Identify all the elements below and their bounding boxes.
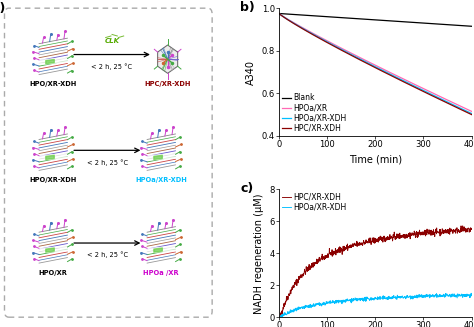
HPOa/XR-XDH <box>468 291 474 295</box>
Blank <box>276 11 282 15</box>
Text: HPOa /XR: HPOa /XR <box>144 270 179 276</box>
HPOa/XR <box>469 110 474 113</box>
HPOa/XR-XDH <box>405 81 410 85</box>
Text: HPOa/XR-XDH: HPOa/XR-XDH <box>136 177 187 183</box>
Blank <box>405 20 410 24</box>
HPOa/XR <box>390 72 395 76</box>
HPOa/XR-XDH <box>310 32 316 36</box>
Text: c): c) <box>240 182 254 195</box>
Text: < 2 h, 25 °C: < 2 h, 25 °C <box>87 252 128 258</box>
HPOa/XR-XDH <box>390 73 395 77</box>
Text: HPO/XR-XDH: HPO/XR-XDH <box>29 81 77 87</box>
HPC/XR-XDH <box>310 33 316 37</box>
HPC/XR-XDH <box>393 237 399 241</box>
Blank <box>326 15 331 19</box>
HPOa/XR-XDH <box>422 293 428 297</box>
HPOa/XR <box>276 11 282 15</box>
X-axis label: Time (min): Time (min) <box>349 155 402 164</box>
HPOa/XR-XDH <box>276 315 282 319</box>
Text: HPO/XR-XDH: HPO/XR-XDH <box>29 177 77 183</box>
HPOa/XR-XDH <box>363 60 369 64</box>
HPOa/XR-XDH <box>442 293 448 297</box>
Polygon shape <box>158 45 178 73</box>
HPC/XR-XDH <box>422 232 428 236</box>
Line: Blank: Blank <box>279 13 472 26</box>
HPOa/XR-XDH <box>421 89 427 93</box>
HPC/XR-XDH <box>326 41 331 45</box>
HPOa/XR <box>310 31 316 35</box>
Blank <box>421 21 427 25</box>
HPOa/XR-XDH <box>288 310 294 314</box>
HPOa/XR <box>405 79 410 83</box>
HPC/XR-XDH <box>421 90 427 94</box>
Text: b): b) <box>240 1 255 13</box>
HPOa/XR-XDH <box>276 11 282 15</box>
Blank <box>390 19 395 23</box>
HPC/XR-XDH <box>399 235 404 239</box>
HPOa/XR-XDH <box>469 294 474 298</box>
Text: HPC/XR-XDH: HPC/XR-XDH <box>145 81 191 87</box>
HPC/XR-XDH <box>276 315 282 319</box>
HPC/XR-XDH <box>405 82 410 86</box>
HPC/XR-XDH <box>469 227 474 231</box>
HPOa/XR-XDH <box>326 41 331 44</box>
HPOa/XR-XDH <box>393 297 399 301</box>
Blank <box>363 17 369 21</box>
Blank <box>310 14 316 18</box>
FancyBboxPatch shape <box>4 8 212 317</box>
HPOa/XR <box>421 87 427 91</box>
Line: HPOa/XR-XDH: HPOa/XR-XDH <box>279 293 472 317</box>
Text: HPO/XR: HPO/XR <box>39 270 68 276</box>
HPC/XR-XDH <box>442 228 448 232</box>
HPOa/XR <box>326 40 331 43</box>
HPOa/XR-XDH <box>388 297 394 301</box>
HPC/XR-XDH <box>460 224 465 228</box>
HPOa/XR-XDH <box>399 295 405 299</box>
HPOa/XR <box>363 59 369 63</box>
HPC/XR-XDH <box>388 236 394 240</box>
Y-axis label: NADH regeneration (μM): NADH regeneration (μM) <box>254 193 264 314</box>
Text: < 2 h, 25 °C: < 2 h, 25 °C <box>91 63 133 70</box>
Line: HPOa/XR: HPOa/XR <box>279 13 472 112</box>
Legend: Blank, HPOa/XR, HPOa/XR-XDH, HPC/XR-XDH: Blank, HPOa/XR, HPOa/XR-XDH, HPC/XR-XDH <box>281 93 347 133</box>
Blank <box>469 24 474 28</box>
HPC/XR-XDH <box>390 74 395 78</box>
HPC/XR-XDH <box>363 61 369 65</box>
Line: HPOa/XR-XDH: HPOa/XR-XDH <box>279 13 472 113</box>
Legend: HPC/XR-XDH, HPOa/XR-XDH: HPC/XR-XDH, HPOa/XR-XDH <box>281 192 347 213</box>
Text: a): a) <box>0 2 6 15</box>
Line: HPC/XR-XDH: HPC/XR-XDH <box>279 13 472 114</box>
HPC/XR-XDH <box>469 112 474 116</box>
Y-axis label: A340: A340 <box>246 60 256 84</box>
Text: CLK: CLK <box>105 38 119 44</box>
HPC/XR-XDH <box>288 292 294 296</box>
HPC/XR-XDH <box>276 11 282 15</box>
Line: HPC/XR-XDH: HPC/XR-XDH <box>279 226 472 317</box>
Text: < 2 h, 25 °C: < 2 h, 25 °C <box>87 159 128 166</box>
HPOa/XR-XDH <box>277 315 283 319</box>
HPOa/XR-XDH <box>469 112 474 115</box>
